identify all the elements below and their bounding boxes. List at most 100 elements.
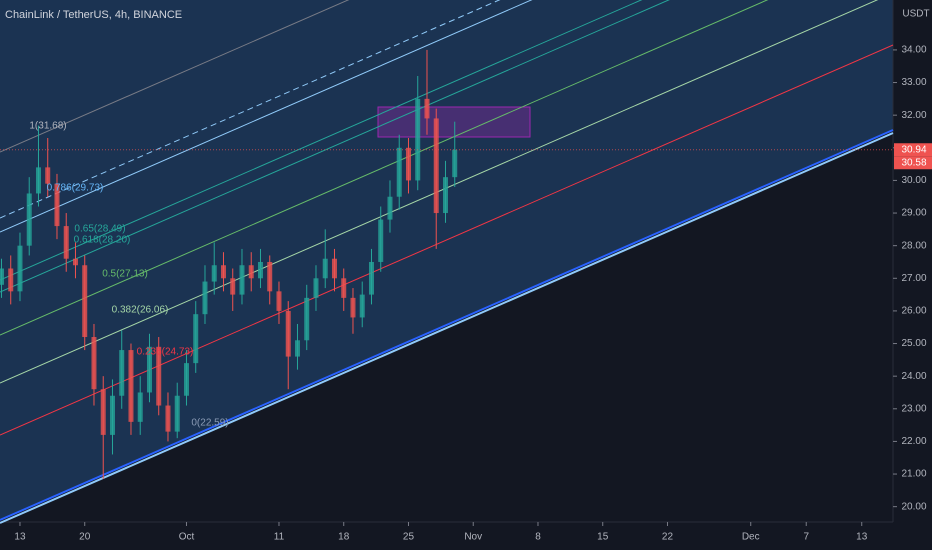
candle-body	[294, 340, 300, 357]
x-tick-label: 15	[597, 532, 609, 543]
candle-body	[63, 226, 69, 259]
channel-line	[0, 0, 350, 153]
candle-body	[304, 297, 310, 341]
price-label-box	[894, 143, 932, 157]
candle-body	[396, 147, 402, 197]
candle-body	[109, 395, 115, 435]
candle-body	[341, 278, 347, 298]
y-tick-label: 23.00	[901, 403, 926, 414]
y-tick-label: 28.00	[901, 240, 926, 251]
candle-body	[72, 258, 78, 266]
x-tick-label: Oct	[179, 532, 195, 543]
fib-label: 0(22.59)	[191, 418, 228, 429]
candle-body	[174, 395, 180, 432]
candle-body	[165, 405, 171, 432]
candle-body	[0, 268, 4, 285]
candle-body	[378, 219, 384, 262]
y-tick-label: 34.00	[901, 45, 926, 56]
fib-label: 0.618(28.20)	[74, 235, 131, 246]
candle-body	[257, 261, 263, 279]
x-tick-label: 11	[274, 532, 285, 543]
y-tick-label: 29.00	[901, 208, 926, 219]
x-tick-label: 22	[662, 532, 674, 543]
candle-body	[146, 346, 152, 393]
channel-fill	[0, 0, 893, 520]
y-tick-label: 20.00	[901, 501, 926, 512]
candle-body	[45, 167, 51, 184]
candle-body	[276, 291, 282, 311]
fib-label: 0.786(29.73)	[47, 183, 104, 194]
candle-body	[424, 98, 430, 119]
fib-label: 1(31.68)	[29, 121, 66, 132]
price-label: 30.94	[901, 144, 926, 155]
candle-body	[91, 337, 97, 390]
x-tick-label: Dec	[742, 532, 760, 543]
channel-line	[0, 132, 894, 524]
candle-body	[452, 149, 458, 178]
candle-body	[54, 183, 60, 227]
candle-body	[119, 350, 125, 396]
candle-body	[239, 265, 245, 295]
x-tick-label: Nov	[464, 532, 482, 543]
price-label: 30.58	[901, 157, 926, 168]
candle-body	[415, 98, 421, 181]
candle-body	[285, 310, 291, 357]
candle-body	[230, 278, 236, 295]
chart-title: ChainLink / TetherUS, 4h, BINANCE	[5, 9, 182, 21]
x-tick-label: 25	[403, 532, 415, 543]
y-tick-label: 25.00	[901, 338, 926, 349]
candle-body	[8, 268, 14, 292]
x-tick-label: 18	[338, 532, 350, 543]
y-tick-label: 26.00	[901, 306, 926, 317]
candle-body	[368, 261, 374, 295]
channel-line	[0, 0, 533, 233]
candle-body	[405, 147, 411, 181]
fib-label: 0.382(26.06)	[112, 305, 169, 316]
x-tick-label: 7	[803, 532, 809, 543]
y-tick-label: 21.00	[901, 469, 926, 480]
y-tick-label: 27.00	[901, 273, 926, 284]
candle-body	[433, 118, 439, 214]
y-tick-label: 24.00	[901, 371, 926, 382]
candle-body	[359, 294, 365, 318]
candle-body	[267, 261, 273, 292]
channel-line	[0, 0, 501, 219]
candle-body	[183, 363, 189, 396]
candle-body	[137, 392, 143, 422]
x-tick-label: 8	[535, 532, 541, 543]
candle-body	[35, 167, 41, 194]
fib-label: 0.236(24.73)	[137, 347, 194, 358]
candle-body	[193, 314, 199, 364]
channel-line	[0, 0, 670, 293]
channel-line	[0, 129, 894, 521]
fib-label: 0.65(28.49)	[74, 224, 125, 235]
candle-body	[26, 193, 32, 246]
price-label-box	[894, 156, 932, 170]
candle-body	[322, 258, 328, 279]
candle-body	[128, 350, 134, 422]
y-axis-label: USDT	[902, 9, 929, 20]
candle-body	[220, 265, 226, 279]
y-tick-label: 22.00	[901, 436, 926, 447]
candle-body	[248, 265, 254, 279]
y-tick-label: 33.00	[901, 77, 926, 88]
candle-body	[331, 258, 337, 279]
zone-box	[377, 106, 531, 138]
x-tick-label: 13	[856, 532, 868, 543]
candle-body	[387, 196, 393, 220]
candle-body	[156, 346, 162, 406]
candle-body	[442, 177, 448, 214]
candle-body	[17, 245, 23, 292]
candle-body	[350, 297, 356, 318]
fib-label: 0.5(27.13)	[102, 269, 148, 280]
candle-body	[100, 389, 106, 435]
candle-body	[211, 265, 217, 282]
candle-body	[82, 265, 88, 338]
candle-body	[202, 281, 208, 315]
x-tick-label: 13	[14, 532, 26, 543]
channel-line	[0, 0, 769, 336]
candle-body	[313, 278, 319, 298]
channel-line	[0, 0, 643, 281]
x-tick-label: 20	[79, 532, 91, 543]
